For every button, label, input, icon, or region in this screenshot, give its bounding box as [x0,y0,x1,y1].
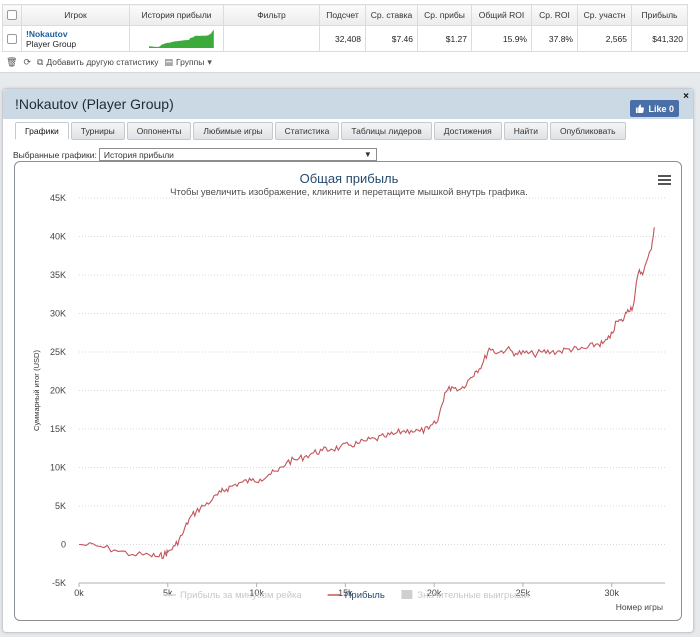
x-tick-label: 15k [338,588,353,598]
series-line-profit [78,227,655,560]
x-tick-label: 5k [163,588,173,598]
y-tick-label: 30K [50,309,66,319]
select-all-checkbox[interactable] [2,4,22,26]
legend-box-swatch [401,590,413,599]
y-tick-label: 25K [50,347,66,357]
dropdown-arrow-icon: ▼ [363,150,372,159]
groups-icon: ▤ [164,56,173,67]
tab-bar: Графики Турниры Оппоненты Любимые игры С… [15,122,626,140]
x-axis-label: Номер игры [616,602,663,612]
x-tick-label: 25k [516,588,531,598]
groups-label: Группы [175,57,205,67]
window-title: !Nokautov (Player Group) [15,96,174,112]
legend-item-label: Прибыль [345,590,385,601]
legend-item-label: Прибыль за минусом рейка [180,590,302,601]
filter-cell [223,25,320,52]
tab-achievements[interactable]: Достижения [433,122,502,140]
copy-icon: ⧉ [36,56,44,67]
col-filter[interactable]: Фильтр [223,4,320,26]
y-tick-label: 45K [50,193,66,203]
player-window: !Nokautov (Player Group) Like 0 × График… [2,88,694,633]
table-row[interactable]: !Nokautov Player Group 32,408 $7.46 $1.2… [2,25,688,52]
tab-tournaments[interactable]: Турниры [70,122,125,140]
col-avg-stake[interactable]: Ср. ставка [365,4,418,26]
x-tick-label: 0k [74,588,84,598]
close-button[interactable]: × [683,91,689,102]
avg-stake-cell: $7.46 [365,25,418,52]
chart-select[interactable]: История прибыли ▼ [98,148,377,161]
stats-header-row: Игрок История прибыли Фильтр Подсчет Ср.… [2,4,688,26]
y-tick-label: 0 [61,540,66,550]
y-axis-label: Суммарный итог (USD) [32,350,41,431]
chart-select-value: История прибыли [103,149,174,160]
x-tick-label: 10k [249,588,264,598]
x-tick-label: 20k [427,588,442,598]
like-label: Like 0 [648,103,674,114]
player-group-label: Player Group [26,38,77,49]
col-avg-entrants[interactable]: Ср. участн [577,4,632,26]
tab-leaderboards[interactable]: Таблицы лидеров [341,122,432,140]
x-tick-label: 30k [604,588,619,598]
thumbs-up-icon [636,104,645,113]
profit-cell: $41,320 [631,25,688,52]
tab-opponents[interactable]: Оппоненты [126,122,192,140]
chart-selector-row: Выбранные графики: История прибыли ▼ [13,148,377,161]
avg-roi-cell: 37.8% [531,25,578,52]
tab-favorite-games[interactable]: Любимые игры [193,122,273,140]
tab-publish[interactable]: Опубликовать [549,122,626,140]
y-tick-label: 40K [50,232,66,242]
table-toolbar: 🗑 ⟳ ⧉ Добавить другую статистику ▤ Групп… [6,54,212,70]
player-name-link[interactable]: !Nokautov [26,28,68,39]
refresh-icon[interactable]: ⟳ [23,56,31,67]
window-header: !Nokautov (Player Group) Like 0 × [3,89,693,119]
chart-selector-label: Выбранные графики: [13,149,97,160]
add-stat-label: Добавить другую статистику [46,57,159,67]
col-avg-profit[interactable]: Ср. прибы [417,4,472,26]
y-tick-label: -5K [52,578,66,588]
col-profit[interactable]: Прибыль [631,4,688,26]
y-tick-label: 15K [50,424,66,434]
col-count[interactable]: Подсчет [319,4,366,26]
col-total-roi[interactable]: Общий ROI [471,4,532,26]
stats-table: Игрок История прибыли Фильтр Подсчет Ср.… [2,4,688,52]
col-avg-roi[interactable]: Ср. ROI [531,4,578,26]
chevron-down-icon: ▾ [207,56,212,67]
y-tick-label: 10K [50,463,66,473]
sparkline-area [148,28,214,48]
total-roi-cell: 15.9% [471,25,532,52]
chart-panel[interactable]: Общая прибыль Чтобы увеличить изображение… [14,161,682,621]
chart-subtitle: Чтобы увеличить изображение, кликните и … [170,187,528,198]
groups-dropdown[interactable]: ▤ Группы ▾ [164,57,211,68]
profit-sparkline [129,25,224,52]
col-player[interactable]: Игрок [21,4,130,26]
stats-panel: Игрок История прибыли Фильтр Подсчет Ср.… [0,0,700,73]
add-stat-button[interactable]: ⧉ Добавить другую статистику [37,57,158,68]
y-tick-label: 35K [50,270,66,280]
chart-menu-icon[interactable] [658,173,671,187]
tab-statistics[interactable]: Статистика [274,122,340,140]
count-cell: 32,408 [319,25,366,52]
facebook-like-button[interactable]: Like 0 [630,100,679,117]
player-cell[interactable]: !Nokautov Player Group [21,25,130,52]
chart-title: Общая прибыль [300,171,399,186]
y-tick-label: 20K [50,386,66,396]
sparkline-chart [148,28,214,48]
col-profit-history[interactable]: История прибыли [129,4,224,26]
row-checkbox[interactable] [2,25,22,52]
legend-item-label: Значительные выигрыши [417,590,529,601]
avg-profit-cell: $1.27 [417,25,472,52]
avg-entrants-cell: 2,565 [577,25,632,52]
trash-icon[interactable]: 🗑 [6,56,18,67]
y-tick-label: 5K [55,501,66,511]
tab-find[interactable]: Найти [503,122,548,140]
tab-charts[interactable]: Графики [15,122,69,140]
